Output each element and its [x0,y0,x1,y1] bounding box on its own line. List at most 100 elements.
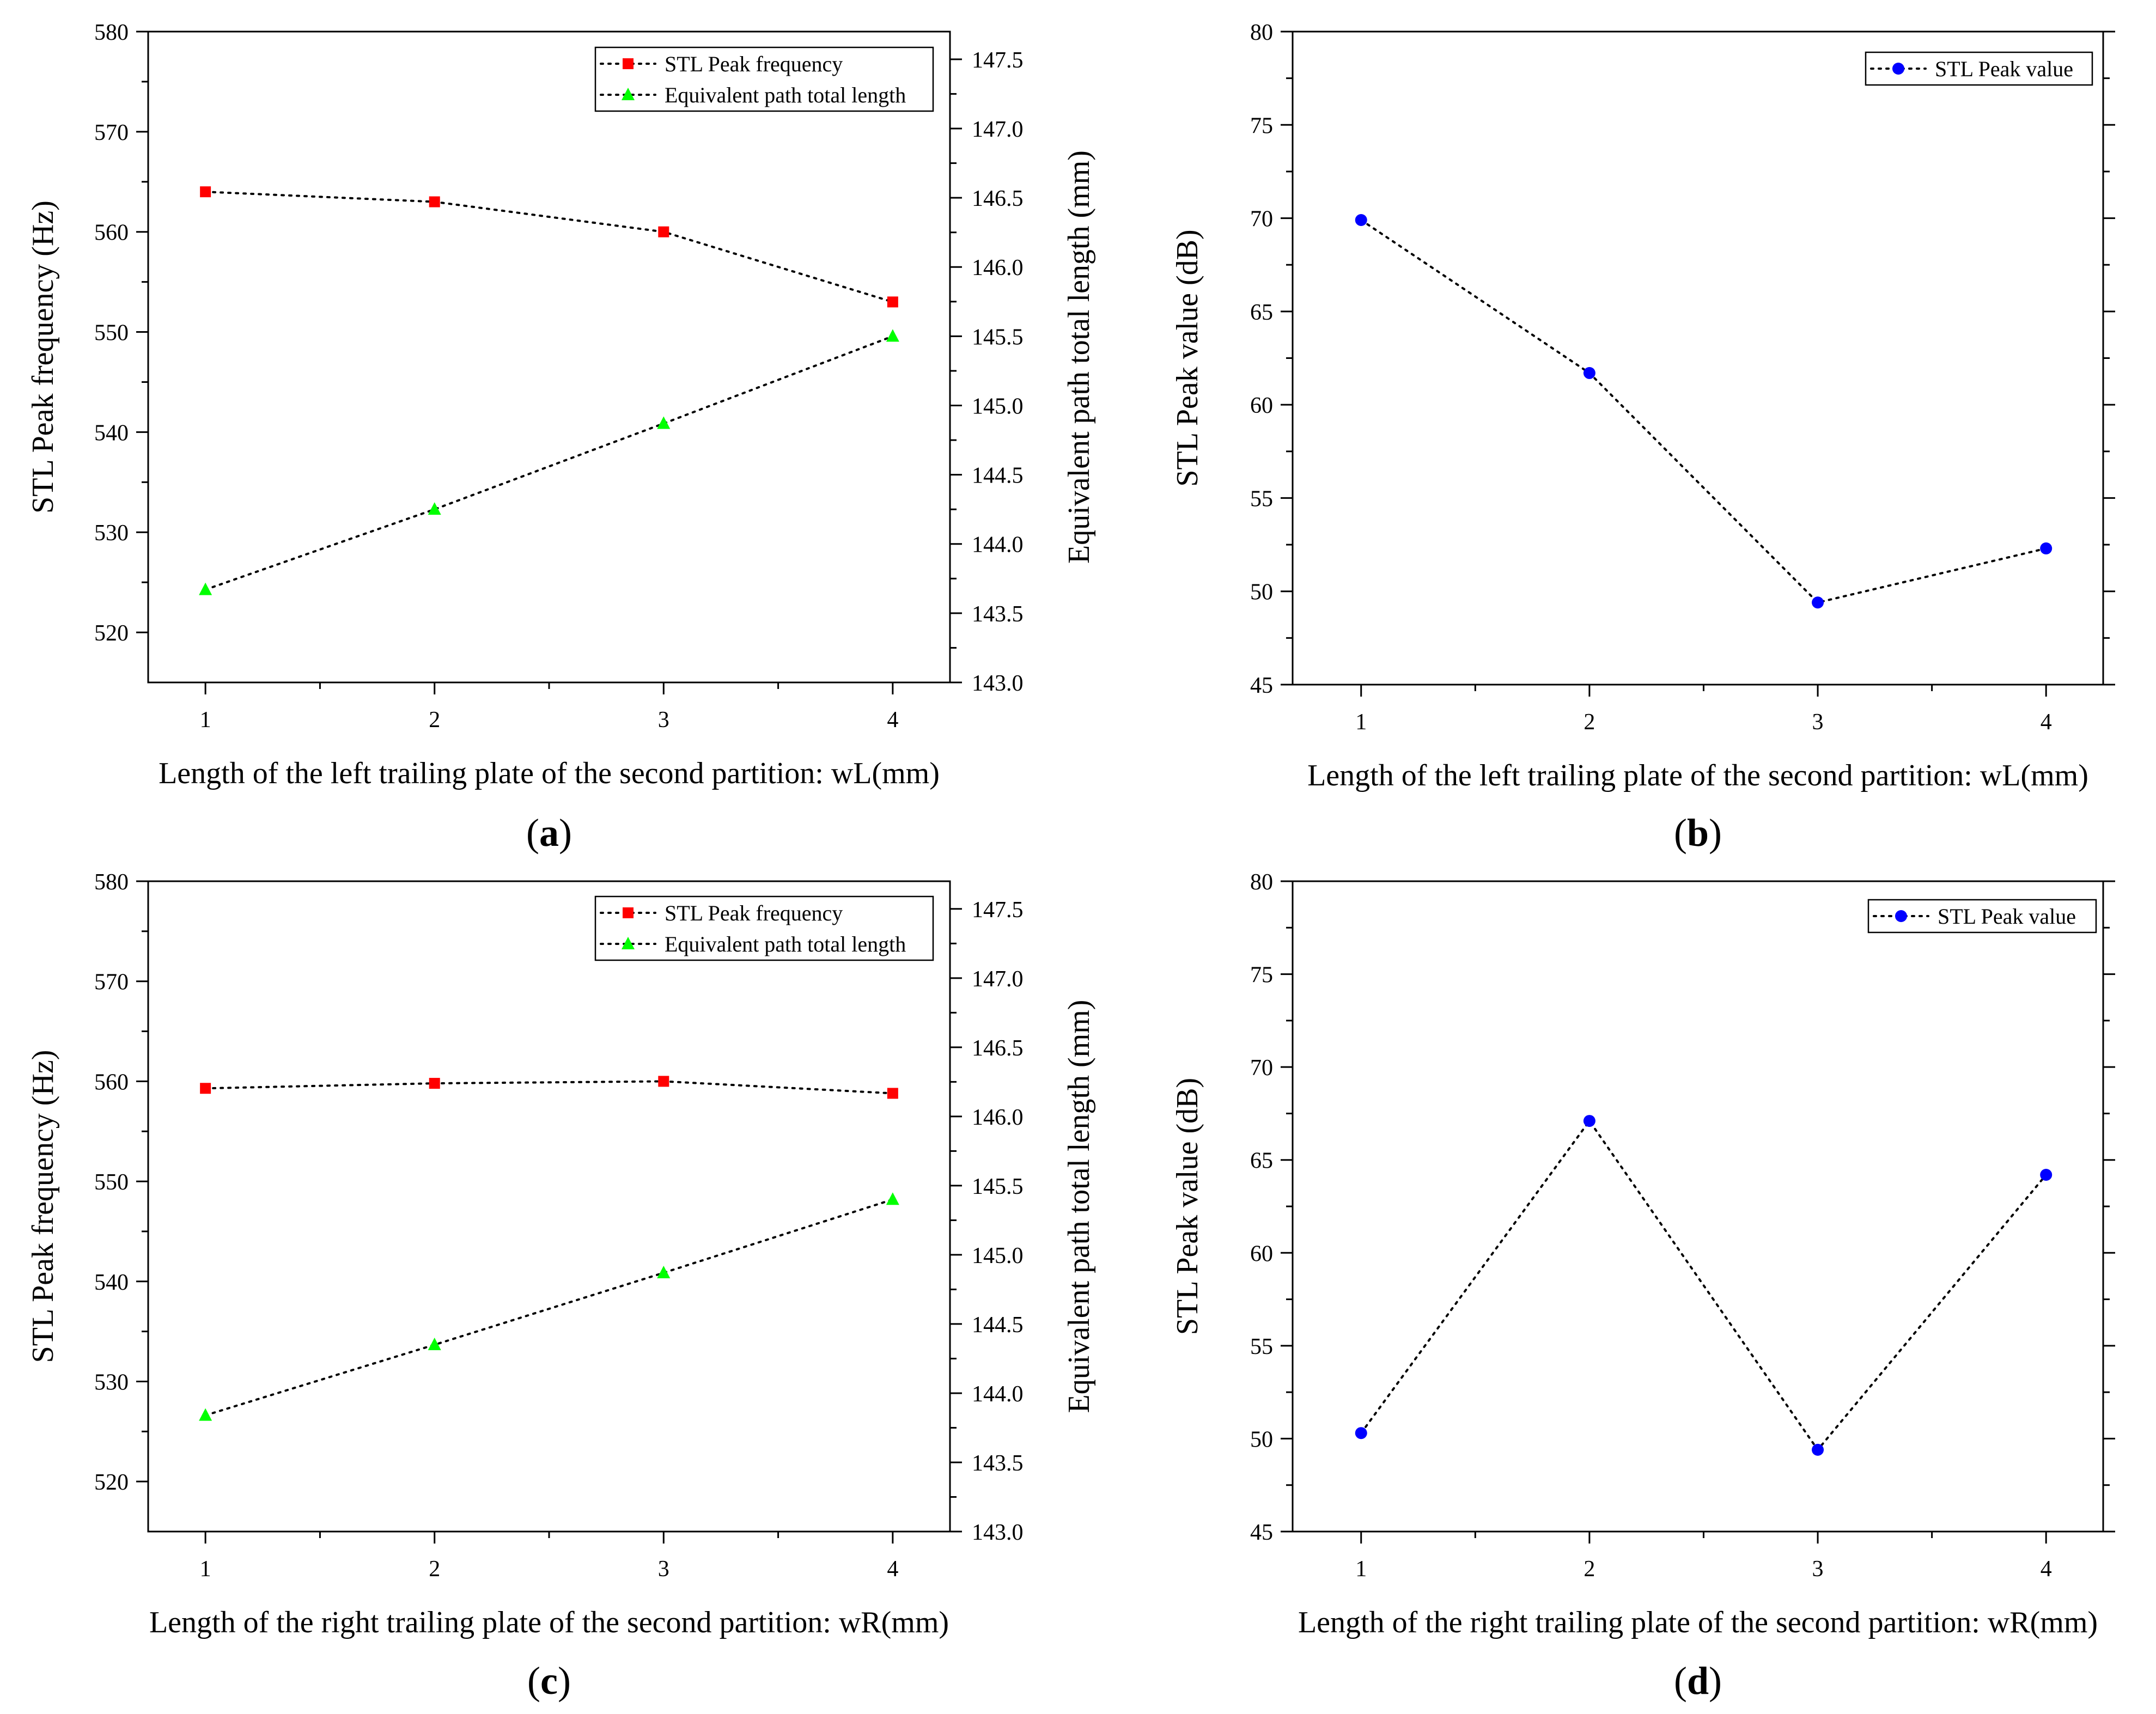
legend-label: Equivalent path total length [665,932,906,956]
series-stl-peak-value [1355,1115,2053,1456]
legend-label: Equivalent path total length [665,83,906,107]
y-tick-label: 60 [1250,1241,1273,1266]
plot-frame [147,31,951,684]
y2-tick-label: 145.5 [972,325,1024,350]
y-tick-label: 75 [1250,963,1273,988]
panel-c: 1 2 3 4 520 530 540 550 560 570 580 143.0 143.5 144.0… [26,870,1096,1703]
data-point [658,226,669,237]
panel-caption: (c) [527,1659,571,1703]
data-point [199,582,212,595]
legend-marker [623,907,634,918]
y2-tick-label: 147.5 [972,48,1024,73]
y2-tick-label: 144.5 [972,1313,1024,1338]
y-tick-label: 530 [94,521,129,546]
y2-tick-label: 143.0 [972,671,1024,696]
panel-caption: (a) [526,811,572,855]
y-axis-right [2103,31,2115,686]
x-axis: 1 2 3 4 [200,1532,898,1582]
y2-tick-label: 144.0 [972,1382,1024,1407]
data-point [1812,596,1824,609]
y2-tick-label: 146.5 [972,1036,1024,1061]
data-point [200,1083,211,1094]
x-tick-label: 3 [658,1557,669,1582]
data-point [429,196,440,208]
y-tick-label: 45 [1250,1520,1273,1545]
legend-box [594,46,934,112]
x-tick-label: 4 [2041,710,2052,735]
series-line [204,1080,894,1095]
plot-frame [1292,31,2104,686]
x-axis: 1 2 3 4 [1355,1532,2052,1582]
data-point [1812,1443,1824,1456]
y-tick-label: 50 [1250,1427,1273,1452]
y-tick-label: 560 [94,221,129,246]
y-tick-label: 550 [94,321,129,346]
x-tick-label: 1 [1355,1557,1367,1582]
data-point [886,329,899,342]
y-tick-label: 570 [94,970,129,995]
series-equivalent-path-total-length [199,329,899,595]
data-point [887,1088,898,1099]
panel-b: 1 2 3 4 45 50 55 60 65 70 75 80 Length of the left t… [1171,20,2115,855]
x-tick-label: 2 [429,707,440,733]
x-tick-label: 4 [887,707,898,733]
legend: STL Peak value [1867,899,2097,934]
x-axis-label: Length of the left trailing plate of the… [159,757,940,790]
data-point [657,1265,671,1278]
y2-tick-label: 147.0 [972,117,1024,142]
series-line [1360,1119,2048,1452]
y-tick-label: 550 [94,1170,129,1195]
y-tick-label: 540 [94,420,129,446]
legend-marker [1892,63,1904,75]
y-axis-label: STL Peak frequency (Hz) [26,1050,60,1363]
data-point [657,416,671,429]
data-point [428,502,441,515]
y-tick-label: 70 [1250,207,1273,232]
y2-tick-label: 146.0 [972,1105,1024,1130]
panel-caption: (d) [1674,1659,1722,1703]
data-point [199,1408,212,1421]
y2-tick-label: 143.0 [972,1520,1024,1545]
series-line [1360,218,2048,604]
y2-tick-label: 145.0 [972,1243,1024,1268]
legend-marker [622,937,635,949]
x-axis: 1 2 3 4 [200,682,898,733]
y-tick-label: 80 [1250,870,1273,895]
series-stl-peak-value [1355,214,2053,609]
legend-marker [622,88,635,100]
y-tick-label: 540 [94,1270,129,1295]
y-tick-label: 570 [94,120,129,145]
legend-box [1867,899,2097,934]
y2-tick-label: 143.5 [972,602,1024,627]
legend: STL Peak frequency Equivalent path total … [594,895,934,961]
y-axis-left: 45 50 55 60 65 70 75 80 [1250,870,1293,1545]
data-point [886,1192,899,1205]
series-line [204,1198,894,1417]
y-axis-right: 143.0 143.5 144.0 144.5 145.0 145.5 146.0 146.5… [950,898,1024,1545]
data-point [1355,214,1367,226]
y-tick-label: 75 [1250,113,1273,138]
y-tick-label: 580 [94,870,129,895]
y-tick-label: 560 [94,1070,129,1095]
y-axis-label: STL Peak value (dB) [1171,1078,1204,1335]
y-axis-left: 520 530 540 550 560 570 580 [94,20,148,646]
x-axis-label: Length of the right trailing plate of th… [149,1606,949,1639]
panel-caption: (b) [1674,811,1722,855]
y-axis-left: 520 530 540 550 560 570 580 [94,870,148,1495]
y-axis-right: 143.0 143.5 144.0 144.5 145.0 145.5 146.0 146.5… [950,48,1024,696]
data-point [887,296,898,308]
y-axis-label: STL Peak frequency (Hz) [26,200,60,514]
x-tick-label: 1 [200,1557,211,1582]
y2-tick-label: 144.5 [972,463,1024,489]
data-point [2040,542,2053,554]
y2-tick-label: 146.5 [972,186,1024,211]
y2-axis-label: Equivalent path total length (mm) [1062,150,1096,564]
series-line [204,335,894,591]
y-tick-label: 520 [94,1470,129,1495]
y2-tick-label: 145.0 [972,394,1024,419]
legend-box [594,895,934,961]
y-tick-label: 60 [1250,393,1273,418]
data-point [1583,1115,1595,1127]
y-tick-label: 520 [94,621,129,646]
